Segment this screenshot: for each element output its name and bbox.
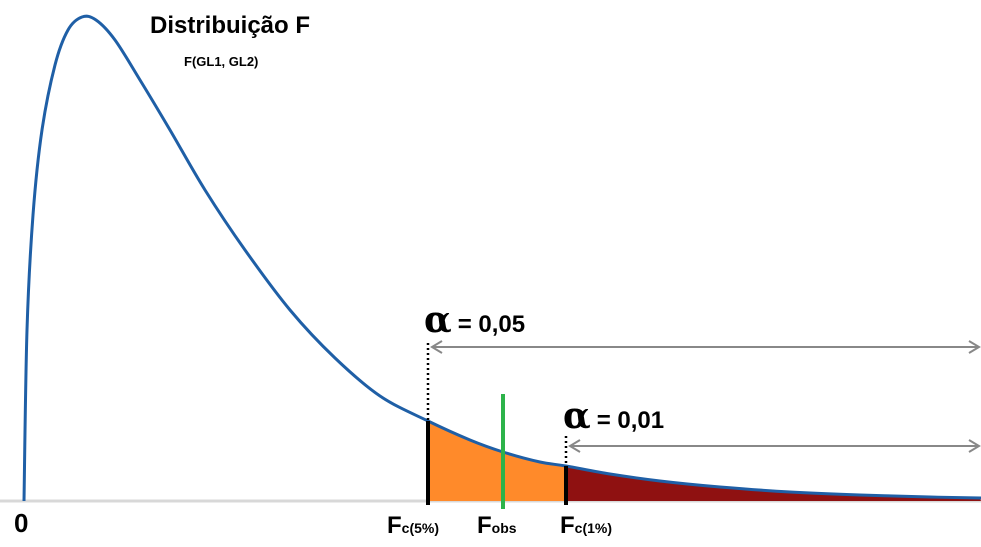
alpha-01-label: α = 0,01 (563, 398, 664, 435)
origin-label: 0 (14, 508, 29, 538)
alpha-05-range-arrow (430, 340, 981, 354)
alpha-05-label: α = 0,05 (424, 302, 525, 339)
fobs-label-sub: obs (491, 520, 517, 536)
fobs-label-f: F (477, 512, 492, 539)
alpha-01-value: = 0,01 (596, 407, 665, 434)
rejection-region-5pct (428, 421, 566, 501)
fc5-label-sub: c(5%) (401, 520, 440, 536)
f-density-curve (22, 14, 981, 502)
alpha-01-symbol: α (563, 395, 591, 437)
fc5-label: Fc(5%) (387, 514, 439, 538)
diagram-subtitle: F(GL1, GL2) (184, 54, 259, 69)
alpha-05-value: = 0,05 (457, 311, 526, 338)
rejection-region-1pct (566, 466, 981, 501)
alpha-01-range-arrow (568, 439, 981, 453)
fobs-label: Fobs (477, 514, 517, 538)
fc5-label-f: F (387, 512, 402, 539)
fc1-label-sub: c(1%) (574, 520, 613, 536)
alpha-05-symbol: α (424, 299, 452, 341)
fc1-label: Fc(1%) (560, 514, 612, 538)
fc1-label-f: F (560, 512, 575, 539)
diagram-title: Distribuição F (150, 12, 311, 39)
